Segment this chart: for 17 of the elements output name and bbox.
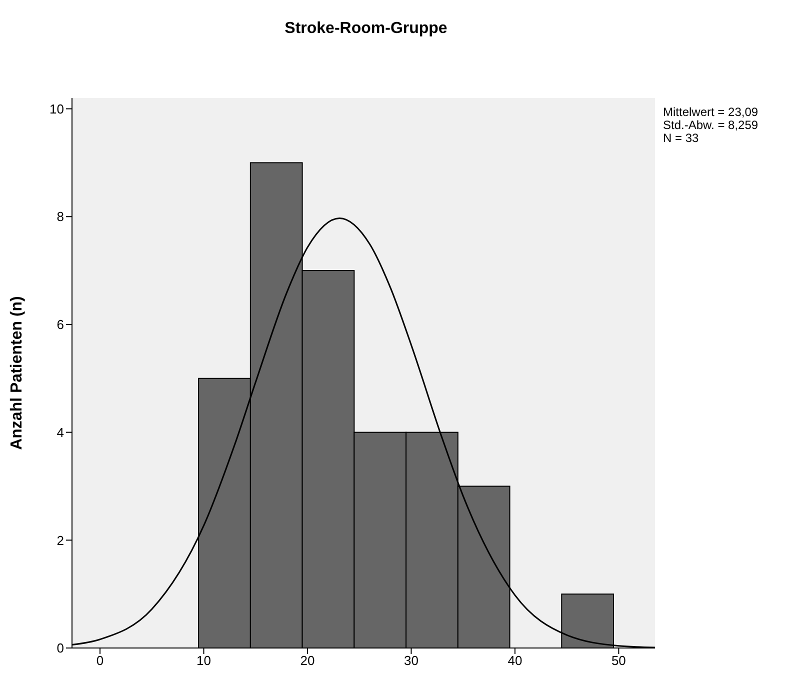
y-tick-label: 8	[56, 209, 64, 224]
y-tick-label: 6	[56, 317, 64, 332]
x-tick-label: 30	[404, 653, 418, 668]
y-axis-title: Anzahl Patienten (n)	[8, 296, 26, 450]
text: Std.-Abw. = 8,259	[663, 118, 758, 132]
text: Mittelwert = 23,09	[663, 105, 758, 119]
text: N = 33	[663, 131, 700, 145]
chart-title: Stroke-Room-Gruppe	[284, 20, 448, 38]
y-tick-label: 0	[56, 640, 64, 656]
y-tick-label: 2	[56, 532, 64, 548]
x-tick-label: 20	[300, 653, 315, 668]
x-tick-label: 0	[96, 653, 104, 668]
x-tick-label: 40	[508, 653, 522, 668]
y-tick-label: 4	[56, 424, 64, 440]
x-tick-label: 10	[196, 653, 211, 668]
y-tick-label: 10	[50, 101, 64, 116]
x-tick-label: 50	[611, 653, 626, 668]
